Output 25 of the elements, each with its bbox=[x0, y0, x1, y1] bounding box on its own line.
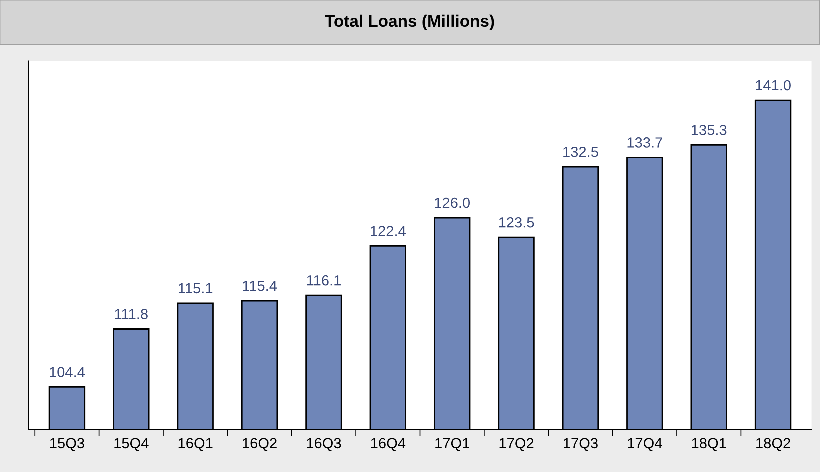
data-label: 126.0 bbox=[435, 198, 470, 208]
data-label: 104.4 bbox=[50, 367, 86, 378]
x-tick-label: 17Q1 bbox=[436, 438, 470, 452]
data-label: 132.5 bbox=[564, 146, 598, 158]
x-tick-label: 17Q3 bbox=[564, 438, 598, 452]
data-label: 111.8 bbox=[115, 309, 148, 320]
x-tick-label: 16Q2 bbox=[243, 438, 277, 452]
x-tick-label: 16Q1 bbox=[178, 438, 213, 452]
data-label: 133.7 bbox=[628, 138, 662, 148]
x-tick-label: 15Q4 bbox=[114, 438, 149, 452]
data-label: 115.1 bbox=[178, 283, 213, 294]
data-label: 116.1 bbox=[307, 275, 341, 286]
data-label: 115.4 bbox=[243, 281, 278, 292]
x-tick-label: 18Q1 bbox=[692, 438, 726, 452]
data-label: 135.3 bbox=[692, 125, 727, 136]
x-tick-label: 16Q4 bbox=[371, 438, 406, 452]
x-tick-label: 17Q2 bbox=[500, 438, 534, 452]
x-tick-label: 16Q3 bbox=[307, 438, 342, 452]
x-tick-label: 17Q4 bbox=[628, 438, 662, 452]
data-label: 123.5 bbox=[499, 217, 534, 228]
chart-title: Total Loans (Millions) bbox=[325, 14, 494, 30]
x-tick-label: 15Q3 bbox=[50, 438, 84, 452]
x-tick-label: 18Q2 bbox=[756, 438, 790, 452]
data-label: 141.0 bbox=[756, 80, 791, 91]
data-label: 122.4 bbox=[371, 226, 406, 236]
